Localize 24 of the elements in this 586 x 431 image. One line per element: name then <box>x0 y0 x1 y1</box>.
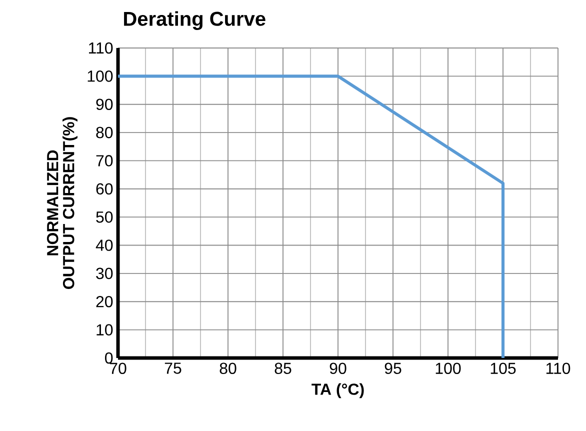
chart-title: Derating Curve <box>124 11 266 30</box>
x-tick-label: 110 <box>546 362 570 374</box>
x-axis-title: TA (°C) <box>312 383 364 398</box>
y-tick-label: 20 <box>96 296 113 308</box>
y-tick-label: 10 <box>96 324 113 336</box>
x-tick-label: 75 <box>164 362 182 374</box>
x-tick-label: 105 <box>490 362 516 374</box>
x-tick-label: 100 <box>436 362 461 374</box>
y-tick-label: 80 <box>96 126 113 138</box>
y-tick-label: 110 <box>89 42 113 54</box>
y-tick-label: 100 <box>88 70 113 82</box>
y-tick-label: 30 <box>96 268 113 280</box>
x-tick-label: 90 <box>330 362 346 374</box>
x-tick-label: 70 <box>110 362 126 374</box>
y-tick-label: 70 <box>96 155 113 166</box>
y-tick-label: 0 <box>105 352 113 364</box>
y-axis-title: NORMALIZED OUTPUT CURRENT(%) <box>46 117 78 289</box>
y-tick-label: 50 <box>96 211 113 223</box>
x-tick-label: 85 <box>274 362 292 374</box>
y-tick-label: 90 <box>96 98 113 110</box>
x-tick-label: 80 <box>220 362 236 374</box>
y-tick-label: 60 <box>96 183 113 195</box>
x-tick-label: 95 <box>384 362 402 374</box>
y-tick-label: 40 <box>96 240 113 251</box>
